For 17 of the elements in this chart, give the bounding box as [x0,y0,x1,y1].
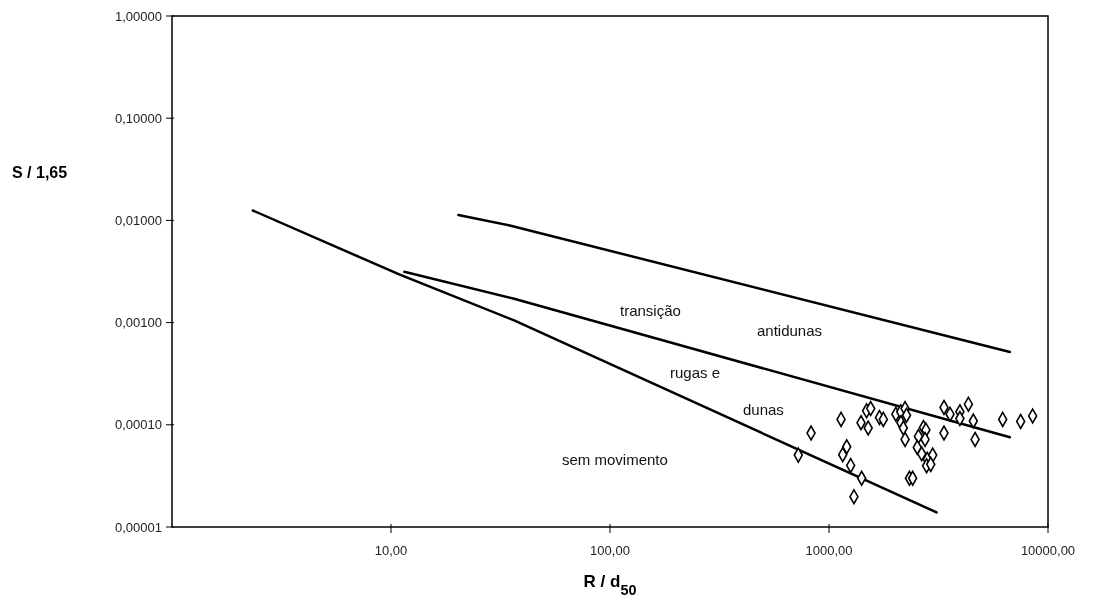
y-tick-label: 0,00010 [115,417,162,433]
y-tick-label: 0,01000 [115,212,162,228]
y-tick-label: 0,00001 [115,519,162,535]
y-tick-label: 0,00100 [115,315,162,331]
x-tick-label: 10,00 [374,543,408,558]
annotation: antidunas [757,322,823,339]
x-tick-label: 10000,00 [1020,543,1076,558]
y-tick-label: 0,10000 [115,110,162,126]
x-tick-label: 1000,00 [805,543,853,558]
annotation: rugas e [670,364,721,381]
annotation: transição [620,302,681,319]
y-tick-label: 1,00000 [115,8,162,24]
x-axis-title: R / d$_{50}$ [583,572,637,598]
x-tick-label: 100,00 [590,543,630,558]
annotation: dunas [743,401,784,418]
y-axis-title: S / 1,65 [12,164,68,181]
annotation: sem movimento [562,451,668,468]
